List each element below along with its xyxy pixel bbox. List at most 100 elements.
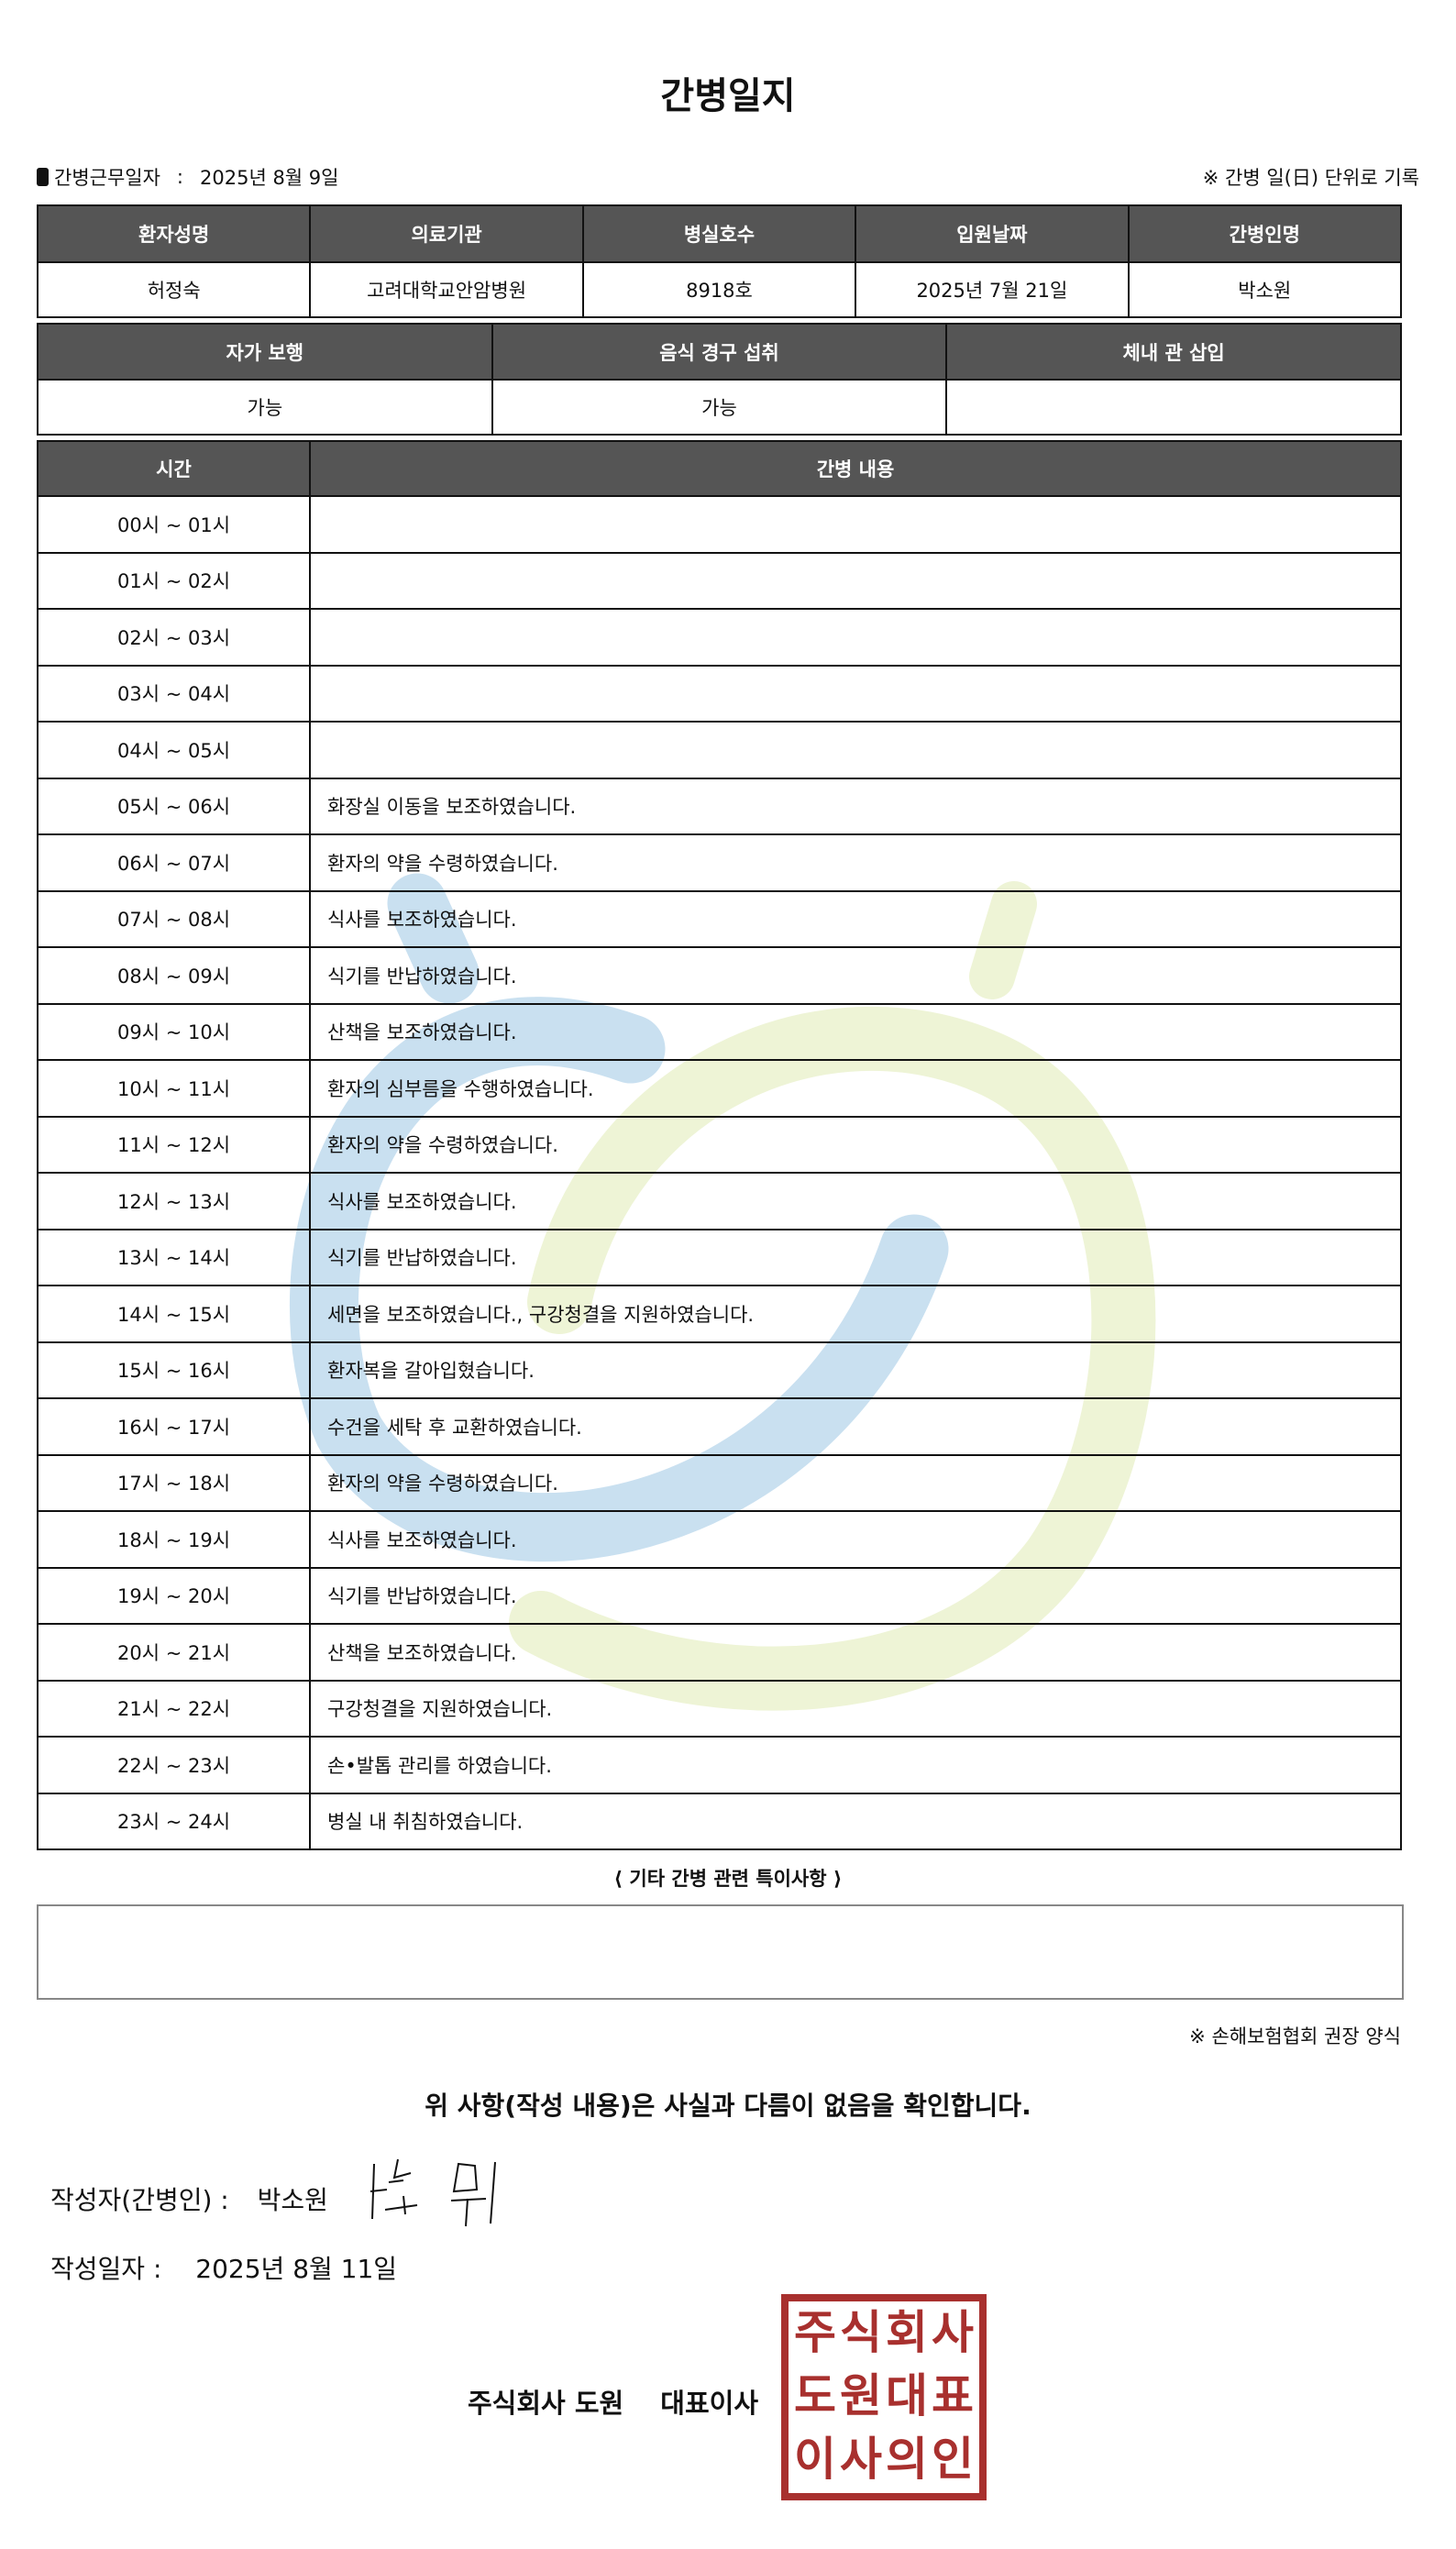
- content-cell: 식기를 반납하였습니다.: [309, 1228, 1402, 1286]
- seal-character: 표: [932, 2369, 974, 2422]
- table-row: 15시 ~ 16시 환자복을 갈아입혔습니다.: [37, 1341, 1402, 1399]
- table-row: 16시 ~ 17시 수건을 세탁 후 교환하였습니다.: [37, 1397, 1402, 1456]
- header-hospital: 의료기관: [309, 204, 584, 263]
- content-cell: 환자의 약을 수령하였습니다.: [309, 1115, 1402, 1174]
- content-cell: [309, 721, 1402, 779]
- header-tube: 체내 관 삽입: [945, 323, 1402, 381]
- writer-name: 박소원: [257, 2185, 328, 2215]
- time-cell: 15시 ~ 16시: [37, 1341, 311, 1399]
- content-cell: 식기를 반납하였습니다.: [309, 1566, 1402, 1625]
- content-cell: [309, 664, 1402, 723]
- seal-character: 의: [886, 2433, 928, 2486]
- table-row: 00시 ~ 01시: [37, 495, 1402, 554]
- content-cell: 식사를 보조하였습니다.: [309, 1172, 1402, 1230]
- seal-character: 회: [886, 2306, 928, 2359]
- content-cell: 식사를 보조하였습니다.: [309, 889, 1402, 948]
- time-cell: 16시 ~ 17시: [37, 1397, 311, 1456]
- written-date-label: 작성일자 :: [50, 2254, 162, 2284]
- seal-character: 이: [794, 2433, 836, 2486]
- written-date-line: 작성일자 : 2025년 8월 11일: [50, 2249, 397, 2286]
- special-notes-label: ⟨ 기타 간병 관련 특이사항 ⟩: [613, 1868, 843, 1890]
- bullet-icon: [37, 168, 49, 186]
- header-admission-date: 입원날짜: [855, 204, 1130, 263]
- table-row: 02시 ~ 03시: [37, 608, 1402, 667]
- header-room: 병실호수: [581, 204, 857, 263]
- content-cell: [309, 608, 1402, 667]
- content-cell: 세면을 보조하였습니다., 구강청결을 지원하였습니다.: [309, 1285, 1402, 1343]
- care-log-table: 시간 간병 내용 00시 ~ 01시 01시 ~ 02시 02시 ~ 03시 03시 …: [37, 440, 1402, 1850]
- content-cell: 환자의 심부름을 수행하였습니다.: [309, 1059, 1402, 1118]
- content-cell: 환자의 약을 수령하였습니다.: [309, 833, 1402, 892]
- time-cell: 08시 ~ 09시: [37, 946, 311, 1005]
- table-row: 07시 ~ 08시 식사를 보조하였습니다.: [37, 889, 1402, 948]
- table-row: 14시 ~ 15시 세면을 보조하였습니다., 구강청결을 지원하였습니다.: [37, 1285, 1402, 1343]
- time-cell: 20시 ~ 21시: [37, 1623, 311, 1682]
- oral-intake-value: 가능: [491, 379, 948, 436]
- content-cell: [309, 495, 1402, 554]
- header-walking: 자가 보행: [37, 323, 493, 381]
- table-row: 06시 ~ 07시 환자의 약을 수령하였습니다.: [37, 833, 1402, 892]
- table-row: 03시 ~ 04시: [37, 664, 1402, 723]
- duty-date-separator: :: [176, 166, 183, 188]
- page-title: 간병일지: [660, 75, 796, 117]
- time-cell: 07시 ~ 08시: [37, 889, 311, 948]
- seal-character: 원: [840, 2369, 882, 2422]
- table-row: 05시 ~ 06시 화장실 이동을 보조하였습니다.: [37, 777, 1402, 835]
- seal-character: 식: [840, 2306, 882, 2359]
- time-cell: 18시 ~ 19시: [37, 1510, 311, 1569]
- table-row: 13시 ~ 14시 식기를 반납하였습니다.: [37, 1228, 1402, 1286]
- ceo-title: 대표이사: [660, 2388, 759, 2419]
- company-name: 주식회사 도원: [468, 2388, 624, 2419]
- time-cell: 19시 ~ 20시: [37, 1566, 311, 1625]
- seal-character: 대: [886, 2369, 928, 2422]
- confirmation-statement: 위 사항(작성 내용)은 사실과 다름이 없음을 확인합니다.: [425, 2091, 1031, 2121]
- company-signoff: 주식회사 도원 대표이사: [468, 2382, 758, 2421]
- content-cell: 식사를 보조하였습니다.: [309, 1510, 1402, 1569]
- content-cell: 병실 내 취침하였습니다.: [309, 1792, 1402, 1850]
- content-cell: 환자의 약을 수령하였습니다.: [309, 1453, 1402, 1512]
- room-number: 8918호: [581, 261, 857, 318]
- seal-character: 도: [794, 2369, 836, 2422]
- time-cell: 17시 ~ 18시: [37, 1453, 311, 1512]
- table-row: 18시 ~ 19시 식사를 보조하였습니다.: [37, 1510, 1402, 1569]
- table-row: 10시 ~ 11시 환자의 심부름을 수행하였습니다.: [37, 1059, 1402, 1118]
- time-cell: 14시 ~ 15시: [37, 1285, 311, 1343]
- time-cell: 01시 ~ 02시: [37, 551, 311, 610]
- seal-character: 사: [840, 2433, 882, 2486]
- table-row: 09시 ~ 10시 산책을 보조하였습니다.: [37, 1002, 1402, 1061]
- header-oral-intake: 음식 경구 섭취: [491, 323, 948, 381]
- table-row: 01시 ~ 02시: [37, 551, 1402, 610]
- time-cell: 13시 ~ 14시: [37, 1228, 311, 1286]
- table-row: 23시 ~ 24시 병실 내 취침하였습니다.: [37, 1792, 1402, 1850]
- header-time: 시간: [37, 440, 311, 497]
- patient-name: 허정숙: [36, 261, 312, 318]
- caregiver-name: 박소원: [1127, 261, 1403, 318]
- table-row: 20시 ~ 21시 산책을 보조하였습니다.: [37, 1623, 1402, 1682]
- table-row: 08시 ~ 09시 식기를 반납하였습니다.: [37, 946, 1402, 1005]
- table-row: 11시 ~ 12시 환자의 약을 수령하였습니다.: [37, 1115, 1402, 1174]
- content-cell: 산책을 보조하였습니다.: [309, 1002, 1402, 1061]
- header-caregiver: 간병인명: [1127, 204, 1403, 263]
- time-cell: 06시 ~ 07시: [37, 833, 311, 892]
- time-cell: 05시 ~ 06시: [37, 777, 311, 835]
- seal-character: 사: [932, 2306, 974, 2359]
- hospital: 고려대학교안암병원: [309, 261, 584, 318]
- duty-date: 간병근무일자 : 2025년 8월 9일: [37, 163, 338, 191]
- patient-info-table: 환자성명 의료기관 병실호수 입원날짜 간병인명 허정숙 고려대학교안암병원 8…: [36, 204, 1403, 318]
- header-patient-name: 환자성명: [36, 204, 312, 263]
- time-cell: 11시 ~ 12시: [37, 1115, 311, 1174]
- time-cell: 09시 ~ 10시: [37, 1002, 311, 1061]
- time-cell: 03시 ~ 04시: [37, 664, 311, 723]
- tube-value: [945, 379, 1402, 436]
- time-cell: 12시 ~ 13시: [37, 1172, 311, 1230]
- time-cell: 00시 ~ 01시: [37, 495, 311, 554]
- header-content: 간병 내용: [309, 440, 1402, 497]
- table-row: 17시 ~ 18시 환자의 약을 수령하였습니다.: [37, 1453, 1402, 1512]
- form-note: ※ 손해보험협회 권장 양식: [1189, 2025, 1401, 2047]
- walking-value: 가능: [37, 379, 493, 436]
- content-cell: 수건을 세탁 후 교환하였습니다.: [309, 1397, 1402, 1456]
- table-row: 21시 ~ 22시 구강청결을 지원하였습니다.: [37, 1679, 1402, 1738]
- seal-character: 인: [932, 2433, 974, 2486]
- content-cell: 손•발톱 관리를 하였습니다.: [309, 1736, 1402, 1794]
